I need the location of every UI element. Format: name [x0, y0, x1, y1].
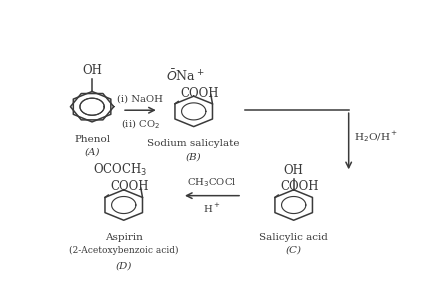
Text: Salicylic acid: Salicylic acid	[259, 233, 328, 242]
Text: (A): (A)	[84, 148, 100, 157]
Text: COOH: COOH	[180, 87, 218, 100]
Text: Sodium salicylate: Sodium salicylate	[147, 140, 240, 148]
Text: (B): (B)	[186, 152, 202, 161]
Text: (C): (C)	[286, 246, 302, 255]
Text: OCOCH$_3$: OCOCH$_3$	[93, 162, 147, 178]
Text: Phenol: Phenol	[74, 135, 110, 144]
Text: (2-Acetoxybenzoic acid): (2-Acetoxybenzoic acid)	[69, 246, 178, 255]
Text: (D): (D)	[116, 261, 132, 270]
Text: $\bar{O}$Na$^+$: $\bar{O}$Na$^+$	[166, 69, 205, 85]
Text: COOH: COOH	[110, 180, 148, 193]
Text: OH: OH	[284, 164, 304, 178]
Text: OH: OH	[82, 64, 102, 77]
Text: H$_2$O/H$^+$: H$_2$O/H$^+$	[353, 129, 398, 144]
Text: H$^+$: H$^+$	[203, 202, 221, 215]
Text: COOH: COOH	[280, 180, 319, 193]
Text: Aspirin: Aspirin	[105, 233, 143, 242]
Text: (ii) CO$_2$: (ii) CO$_2$	[121, 117, 160, 131]
Text: CH$_3$COCl: CH$_3$COCl	[187, 176, 237, 188]
Text: (i) NaOH: (i) NaOH	[117, 94, 163, 103]
